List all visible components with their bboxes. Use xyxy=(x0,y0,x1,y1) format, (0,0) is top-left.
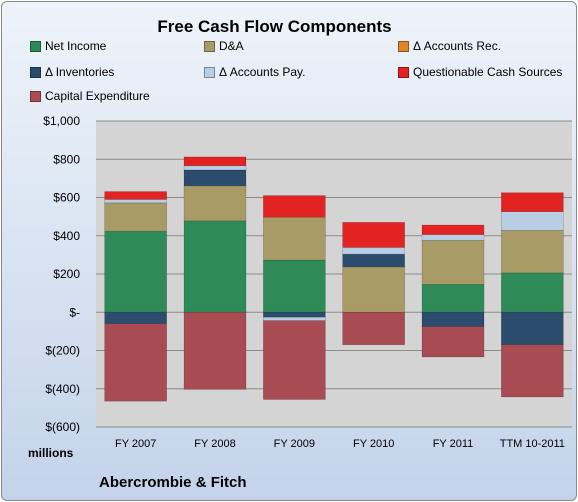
x-tick-label: FY 2008 xyxy=(194,438,235,450)
legend-label: D&A xyxy=(219,39,244,53)
x-tick-label: FY 2011 xyxy=(433,438,474,450)
bar-segment xyxy=(263,216,326,261)
y-tick-label: $200 xyxy=(53,267,80,281)
legend-swatch xyxy=(30,90,41,102)
y-tick-label: $(400) xyxy=(45,382,80,396)
bar-segment xyxy=(263,311,326,318)
legend-label: Δ Accounts Rec. xyxy=(413,39,502,53)
y-tick-label: $400 xyxy=(53,229,80,243)
bar-segment xyxy=(183,311,247,390)
bar-segment xyxy=(501,230,564,274)
bar-segment xyxy=(421,311,485,327)
legend-label: Δ Inventories xyxy=(45,65,115,79)
bar-segment xyxy=(501,272,564,313)
bar-segment xyxy=(183,220,247,313)
bar-segment xyxy=(104,191,167,200)
bar-segment xyxy=(183,165,247,171)
legend-label: Δ Accounts Pay. xyxy=(219,65,306,79)
y-tick-label: $1,000 xyxy=(43,114,80,128)
legend-item: Δ Accounts Pay. xyxy=(204,65,306,79)
legend-item: D&A xyxy=(204,39,244,53)
bar-segment xyxy=(421,326,485,358)
x-tick-label: FY 2007 xyxy=(115,438,156,450)
bar-segment xyxy=(421,234,485,241)
chart-title: Free Cash Flow Components xyxy=(157,17,392,36)
y-tick-label: $(200) xyxy=(45,344,80,358)
bar-segment xyxy=(342,222,405,248)
bar-segment xyxy=(183,156,247,167)
bar-segment xyxy=(183,185,247,222)
bar-segment xyxy=(263,316,326,321)
bar-segment xyxy=(263,195,326,218)
bar-segment xyxy=(501,311,564,346)
legend-label: Net Income xyxy=(45,39,107,53)
legend-item: Δ Accounts Rec. xyxy=(398,39,501,53)
bar-segment xyxy=(421,284,485,313)
bar-segment xyxy=(421,224,485,235)
y-unit-label: millions xyxy=(28,446,74,460)
legend-swatch xyxy=(398,66,409,78)
y-tick-label: $- xyxy=(69,305,80,319)
bar-segment xyxy=(501,211,564,231)
legend-item: Questionable Cash Sources xyxy=(398,65,562,79)
legend-swatch xyxy=(30,40,41,52)
legend-label: Capital Expenditure xyxy=(45,89,150,103)
x-tick-label: FY 2009 xyxy=(274,438,315,450)
legend-swatch xyxy=(30,66,41,78)
legend-item: Δ Inventories xyxy=(30,65,114,79)
bar-segment xyxy=(421,240,485,285)
bar-segment xyxy=(342,266,405,313)
bar-segment xyxy=(183,169,247,187)
legend-item: Net Income xyxy=(30,39,106,53)
x-tick-label: FY 2010 xyxy=(353,438,394,450)
bar-segment xyxy=(342,253,405,268)
bar-segment xyxy=(104,202,167,232)
legend-label: Questionable Cash Sources xyxy=(413,65,563,79)
y-tick-label: $(600) xyxy=(45,420,80,434)
legend-swatch xyxy=(204,40,215,52)
bar-segment xyxy=(342,311,405,346)
bar-segment xyxy=(104,311,167,325)
y-tick-label: $800 xyxy=(53,152,80,166)
bar-segment xyxy=(104,230,167,313)
legend-swatch xyxy=(204,66,215,78)
bar-segment xyxy=(104,323,167,402)
bar-segment xyxy=(263,259,326,313)
legend-item: Capital Expenditure xyxy=(30,89,150,103)
legend-swatch xyxy=(398,40,409,52)
x-tick-label: TTM 10-2011 xyxy=(500,438,565,450)
bar-segment xyxy=(263,320,326,400)
bar-segment xyxy=(342,247,405,255)
bar-segment xyxy=(501,344,564,398)
y-tick-label: $600 xyxy=(53,191,80,205)
company-name: Abercrombie & Fitch xyxy=(99,474,247,491)
bar-segment xyxy=(104,199,167,204)
bar-segment xyxy=(501,192,564,212)
